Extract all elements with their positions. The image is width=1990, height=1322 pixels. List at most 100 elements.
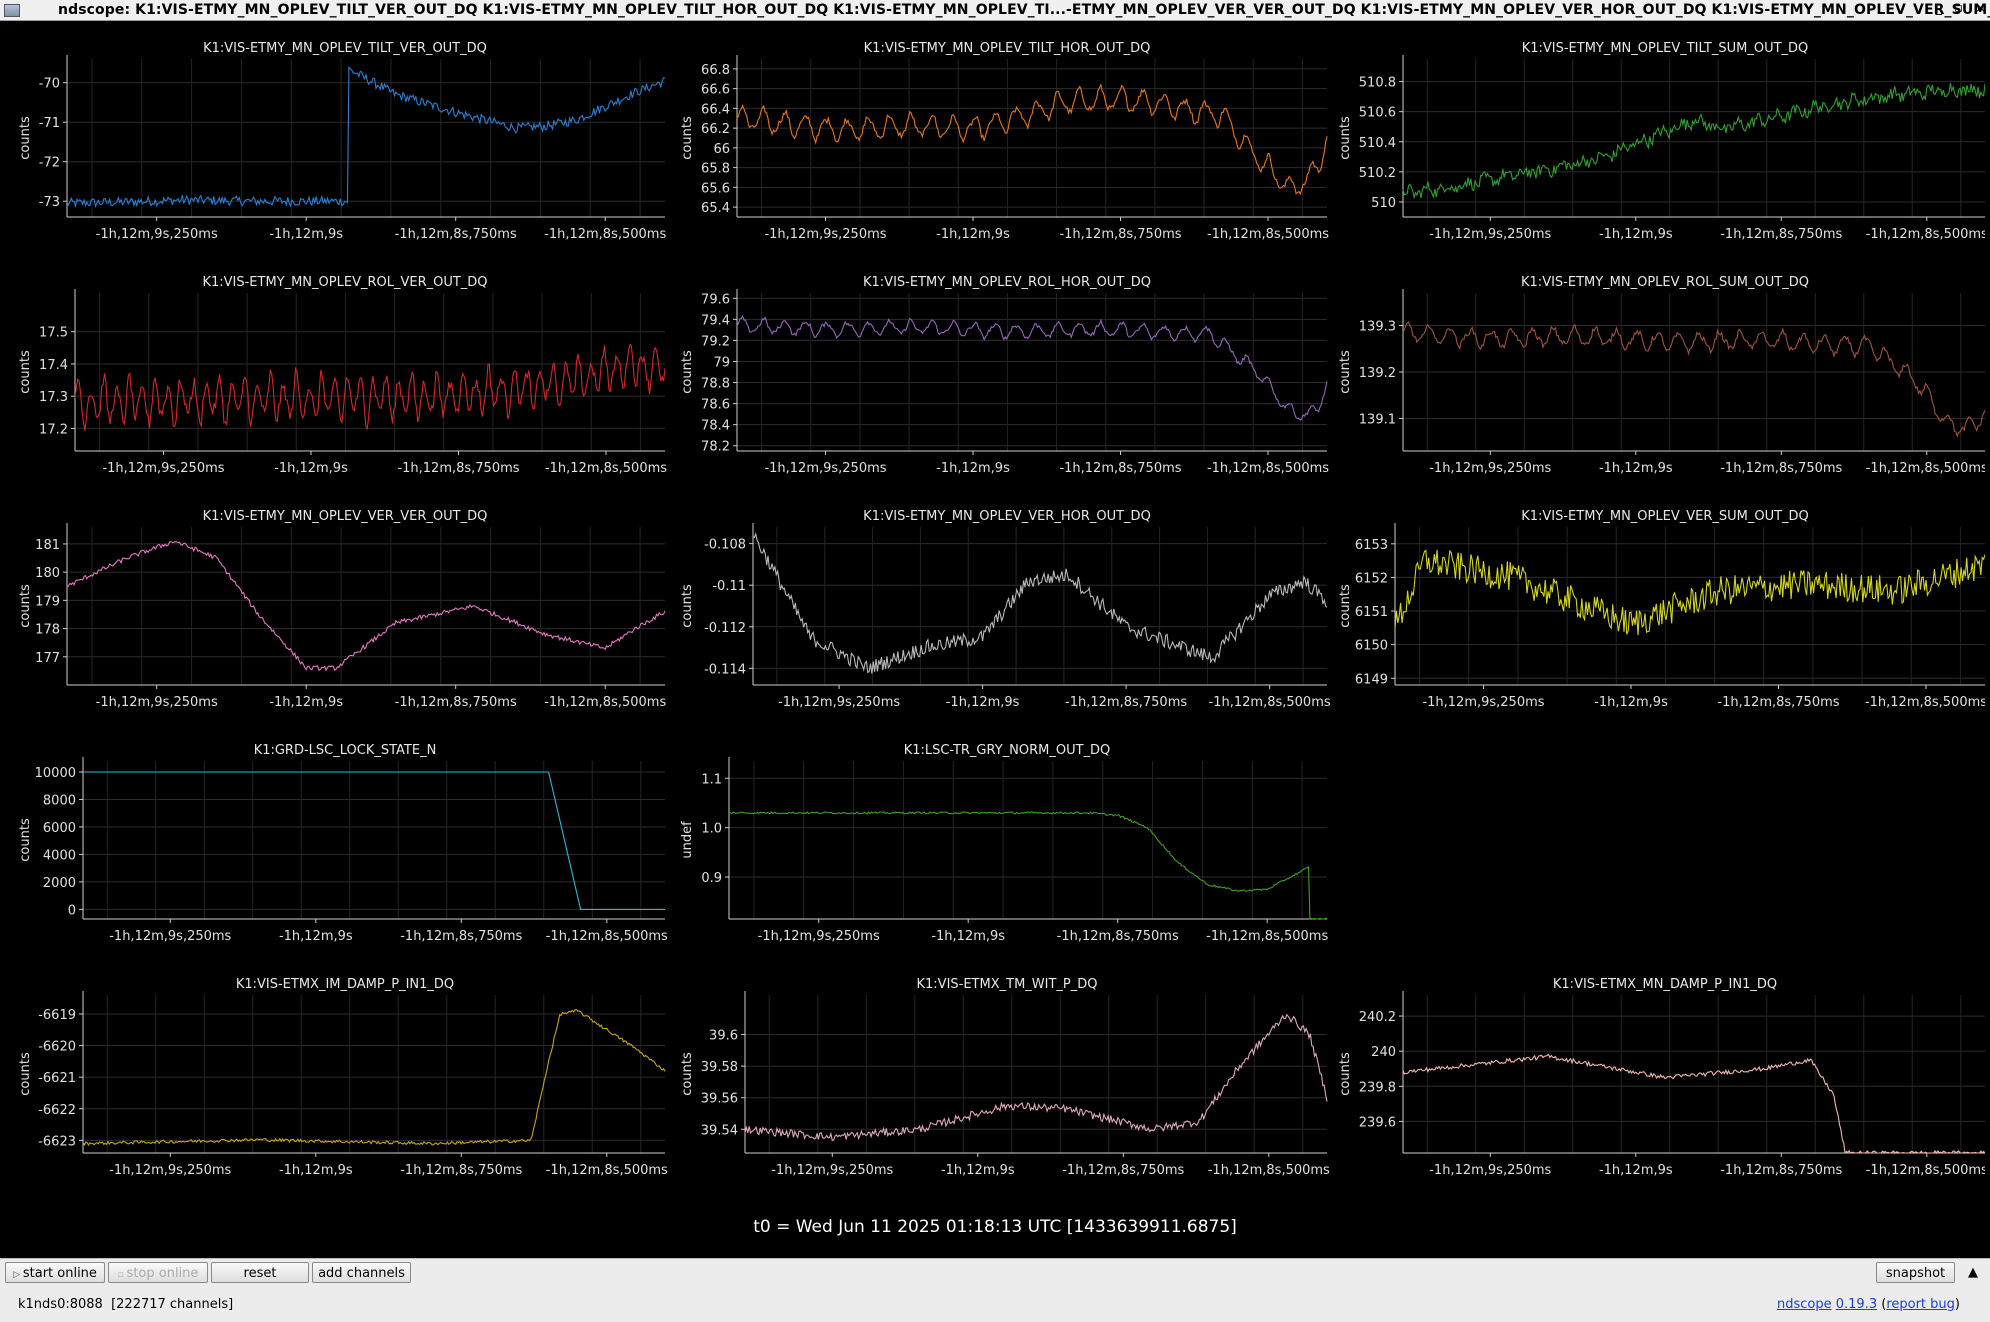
plot-panel[interactable]: K1:LSC-TR_GRY_NORM_OUT_DQ 1.1 1.0 0.9 -1h,12… <box>680 743 1328 944</box>
plot-title: K1:LSC-TR_GRY_NORM_OUT_DQ <box>904 743 1111 758</box>
plot-panel[interactable]: K1:VIS-ETMY_MN_OPLEV_TILT_VER_OUT_DQ -70 -… <box>18 41 666 242</box>
y-tick-label: 66.8 <box>701 63 730 78</box>
y-tick-label: 1.1 <box>701 772 722 787</box>
reset-button[interactable]: reset <box>211 1262 309 1283</box>
y-axis-label: counts <box>680 584 695 628</box>
x-tick-label: -1h,12m,9s <box>1594 695 1668 710</box>
x-tick-label: -1h,12m,9s <box>269 227 343 242</box>
play-icon: ▷ <box>13 1270 23 1280</box>
y-tick-label: 510.2 <box>1359 166 1396 181</box>
plot-title: K1:VIS-ETMX_TM_WIT_P_DQ <box>917 977 1098 992</box>
y-axis-label: counts <box>680 350 695 394</box>
window-title: ndscope: K1:VIS-ETMY_MN_OPLEV_TILT_VER_O… <box>58 2 1990 18</box>
stop-icon: ▫ <box>117 1270 127 1280</box>
x-tick-label: -1h,12m,9s <box>936 461 1010 476</box>
x-tick-label: -1h,12m,8s,750ms <box>1720 461 1842 476</box>
version-link[interactable]: 0.19.3 <box>1835 1297 1878 1312</box>
y-axis-label: counts <box>18 818 33 862</box>
snapshot-button[interactable]: snapshot <box>1876 1262 1955 1283</box>
plot-panel[interactable]: K1:GRD-LSC_LOCK_STATE_N 10000 8000 6000 4000… <box>18 743 668 944</box>
y-tick-label: 65.6 <box>701 181 730 196</box>
y-tick-label: 79.2 <box>701 334 730 349</box>
x-tick-label: -1h,12m,8s,750ms <box>1062 1163 1184 1178</box>
plot-title: K1:GRD-LSC_LOCK_STATE_N <box>254 743 437 758</box>
series-line <box>729 811 1328 920</box>
y-tick-label: 10000 <box>35 766 76 781</box>
x-tick-label: -1h,12m,9s,250ms <box>1429 461 1551 476</box>
x-tick-label: -1h,12m,8s,500ms <box>544 695 666 710</box>
x-tick-label: -1h,12m,9s <box>269 695 343 710</box>
ndscope-link[interactable]: ndscope <box>1776 1297 1832 1312</box>
y-tick-label: 79.6 <box>701 292 730 307</box>
plot-panel[interactable]: K1:VIS-ETMY_MN_OPLEV_ROL_VER_OUT_DQ 17.5 1… <box>18 275 667 476</box>
x-tick-label: -1h,12m,9s <box>1599 227 1673 242</box>
x-tick-label: -1h,12m,9s <box>1599 1163 1673 1178</box>
plot-panel[interactable]: K1:VIS-ETMX_MN_DAMP_P_IN1_DQ 240.2 240 239.… <box>1338 977 1985 1178</box>
y-axis-label: counts <box>680 1052 695 1096</box>
plot-title: K1:VIS-ETMY_MN_OPLEV_VER_VER_OUT_DQ <box>203 509 488 524</box>
series-line <box>736 83 1328 196</box>
y-tick-label: 66.2 <box>701 122 730 137</box>
y-tick-label: -6623 <box>38 1134 76 1149</box>
add-channels-button[interactable]: add channels <box>312 1262 411 1283</box>
plot-panel[interactable]: K1:VIS-ETMY_MN_OPLEV_ROL_HOR_OUT_DQ 79.6 7… <box>680 275 1329 476</box>
y-tick-label: 178 <box>35 623 60 638</box>
series-line <box>74 343 666 431</box>
y-tick-label: 78.2 <box>701 440 730 455</box>
y-tick-label: 0 <box>68 903 76 918</box>
x-tick-label: -1h,12m,9s <box>931 929 1005 944</box>
minimize-icon[interactable]: _ <box>1935 1 1943 16</box>
x-tick-label: -1h,12m,9s,250ms <box>109 1163 231 1178</box>
plots-canvas: K1:VIS-ETMY_MN_OPLEV_TILT_VER_OUT_DQ -70 -… <box>18 41 1985 1178</box>
plot-panel[interactable]: K1:VIS-ETMX_IM_DAMP_P_IN1_DQ -6619 -6620 -6… <box>18 977 668 1178</box>
plot-panel[interactable]: K1:VIS-ETMY_MN_OPLEV_TILT_SUM_OUT_DQ 510.… <box>1338 41 1985 242</box>
x-tick-label: -1h,12m,9s <box>946 695 1020 710</box>
plot-panel[interactable]: K1:VIS-ETMY_MN_OPLEV_VER_HOR_OUT_DQ -0.10… <box>680 509 1331 710</box>
series-line <box>82 1008 666 1147</box>
y-tick-label: 65.8 <box>701 162 730 177</box>
y-tick-label: 6000 <box>43 821 76 836</box>
x-tick-label: -1h,12m,9s,250ms <box>764 227 886 242</box>
close-icon[interactable]: × <box>1975 1 1986 16</box>
plot-panel[interactable]: K1:VIS-ETMX_TM_WIT_P_DQ 39.6 39.58 39.56 39.… <box>680 977 1330 1178</box>
y-tick-label: 78.4 <box>701 419 730 434</box>
y-axis-label: counts <box>18 584 33 628</box>
x-tick-label: -1h,12m,8s,500ms <box>1866 227 1985 242</box>
plot-panel[interactable]: K1:VIS-ETMY_MN_OPLEV_VER_VER_OUT_DQ 181 18… <box>18 509 666 710</box>
plot-panel[interactable]: K1:VIS-ETMY_MN_OPLEV_VER_SUM_OUT_DQ 6153 6… <box>1338 509 1985 710</box>
y-tick-label: 510.8 <box>1359 76 1396 91</box>
maximize-icon[interactable]: ▫ <box>1954 1 1963 16</box>
x-tick-label: -1h,12m,8s,750ms <box>1059 461 1181 476</box>
y-tick-label: 78.8 <box>701 377 730 392</box>
plot-panel[interactable]: K1:VIS-ETMY_MN_OPLEV_TILT_HOR_OUT_DQ 66.8… <box>680 41 1329 242</box>
y-tick-label: 181 <box>35 538 60 553</box>
x-tick-label: -1h,12m,9s,250ms <box>109 929 231 944</box>
x-tick-label: -1h,12m,8s,750ms <box>395 227 517 242</box>
x-tick-label: -1h,12m,9s <box>279 1163 353 1178</box>
x-tick-label: -1h,12m,8s,500ms <box>1207 461 1329 476</box>
x-tick-label: -1h,12m,8s,750ms <box>395 695 517 710</box>
y-tick-label: 240.2 <box>1359 1010 1396 1025</box>
y-tick-label: 180 <box>35 566 60 581</box>
start-online-button[interactable]: ▷ start online <box>5 1262 105 1283</box>
plot-panel[interactable]: K1:VIS-ETMY_MN_OPLEV_ROL_SUM_OUT_DQ 139.3… <box>1338 275 1985 476</box>
x-tick-label: -1h,12m,9s,250ms <box>96 695 218 710</box>
y-tick-label: -0.108 <box>704 538 746 553</box>
x-tick-label: -1h,12m,8s,750ms <box>400 1163 522 1178</box>
y-tick-label: 510 <box>1371 196 1396 211</box>
x-tick-label: -1h,12m,8s,750ms <box>397 461 519 476</box>
version-info: ndscope 0.19.3 (report bug) <box>1776 1297 1960 1312</box>
y-tick-label: -0.112 <box>704 621 746 636</box>
plot-title: K1:VIS-ETMY_MN_OPLEV_ROL_VER_OUT_DQ <box>202 275 487 290</box>
x-tick-label: -1h,12m,9s,250ms <box>1429 227 1551 242</box>
y-tick-label: 239.8 <box>1359 1080 1396 1095</box>
x-tick-label: -1h,12m,8s,750ms <box>1065 695 1187 710</box>
x-tick-label: -1h,12m,8s,500ms <box>546 929 668 944</box>
report-bug-link[interactable]: report bug <box>1886 1297 1955 1312</box>
series-line <box>736 314 1328 421</box>
collapse-icon[interactable]: ▲ <box>1968 1265 1978 1280</box>
series-line <box>67 540 666 672</box>
window-titlebar: ndscope: K1:VIS-ETMY_MN_OPLEV_TILT_VER_O… <box>0 0 1990 21</box>
plot-title: K1:VIS-ETMY_MN_OPLEV_ROL_HOR_OUT_DQ <box>863 275 1151 290</box>
stop-online-button[interactable]: ▫ stop online <box>108 1262 208 1283</box>
